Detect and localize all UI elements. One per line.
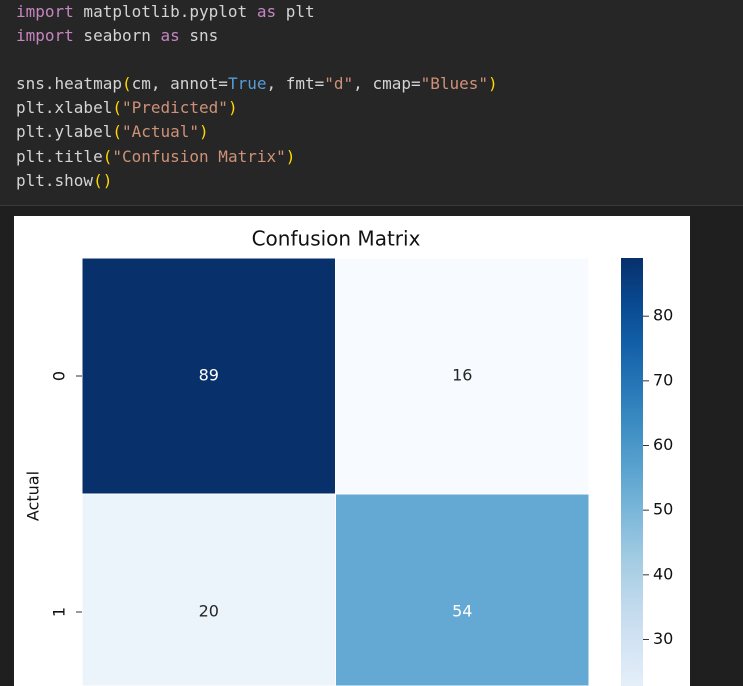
token: plt.xlabel xyxy=(16,98,113,117)
token: sns xyxy=(179,26,219,45)
colorbar-tick-label: 80 xyxy=(653,306,673,325)
code-line: plt.xlabel("Predicted") xyxy=(16,96,238,120)
colorbar-tick-label: 60 xyxy=(653,435,673,454)
token: ) xyxy=(227,98,238,117)
token: ) xyxy=(199,122,209,141)
token: plt.ylabel xyxy=(16,122,113,141)
cell-label: 20 xyxy=(199,602,219,621)
token: ( xyxy=(112,122,122,141)
colorbar-tick-label: 30 xyxy=(653,629,673,648)
colorbar-tick-label: 40 xyxy=(653,564,673,583)
token: , cmap= xyxy=(353,74,421,93)
token: ( xyxy=(102,147,113,166)
token: sns.heatmap xyxy=(16,74,122,93)
cell-label: 89 xyxy=(199,366,219,385)
cell-label: 16 xyxy=(452,366,472,385)
code-line: sns.heatmap(cm, annot=True, fmt="d", cma… xyxy=(16,72,498,96)
token: ) xyxy=(285,147,296,166)
token: import xyxy=(16,2,74,21)
token: "Confusion Matrix" xyxy=(112,147,286,166)
colorbar-tick-label: 70 xyxy=(653,370,673,389)
y-tick-label: 1 xyxy=(50,607,69,617)
token: True xyxy=(227,74,267,93)
token: cm, annot= xyxy=(131,74,228,93)
code-cell[interactable]: import matplotlib.pyplot as plt import s… xyxy=(0,0,743,206)
code-line: import matplotlib.pyplot as plt xyxy=(16,0,315,24)
token: as xyxy=(256,2,277,21)
heatmap-cell xyxy=(335,493,590,686)
token: plt xyxy=(276,2,315,21)
code-line: import seaborn as sns xyxy=(16,24,218,48)
heatmap-cell xyxy=(335,257,590,495)
colorbar xyxy=(621,258,643,686)
token: plt.title xyxy=(16,147,103,166)
code-line: plt.ylabel("Actual") xyxy=(16,120,209,144)
token: as xyxy=(160,26,180,45)
token: ( xyxy=(121,74,132,93)
token: matplotlib.pyplot xyxy=(73,2,257,21)
token: , fmt= xyxy=(266,74,325,93)
code-line: plt.show() xyxy=(16,169,112,193)
cell-label: 54 xyxy=(452,602,472,621)
token: "d" xyxy=(324,74,354,93)
token: import xyxy=(16,26,74,45)
token: ( xyxy=(112,98,122,117)
token: "Predicted" xyxy=(121,98,228,117)
code-line: plt.title("Confusion Matrix") xyxy=(16,145,295,169)
chart-title: Confusion Matrix xyxy=(252,227,421,251)
token: "Blues" xyxy=(420,74,489,93)
y-tick-label: 0 xyxy=(50,371,69,381)
y-axis-label: Actual xyxy=(24,471,43,521)
token: plt.show xyxy=(16,171,94,190)
token: ) xyxy=(488,74,498,93)
token: seaborn xyxy=(73,26,161,45)
token: () xyxy=(93,171,113,190)
heatmap-cell xyxy=(81,257,336,495)
token: "Actual" xyxy=(121,122,200,141)
heatmap-cell xyxy=(81,493,336,686)
colorbar-tick-label: 50 xyxy=(653,500,673,519)
